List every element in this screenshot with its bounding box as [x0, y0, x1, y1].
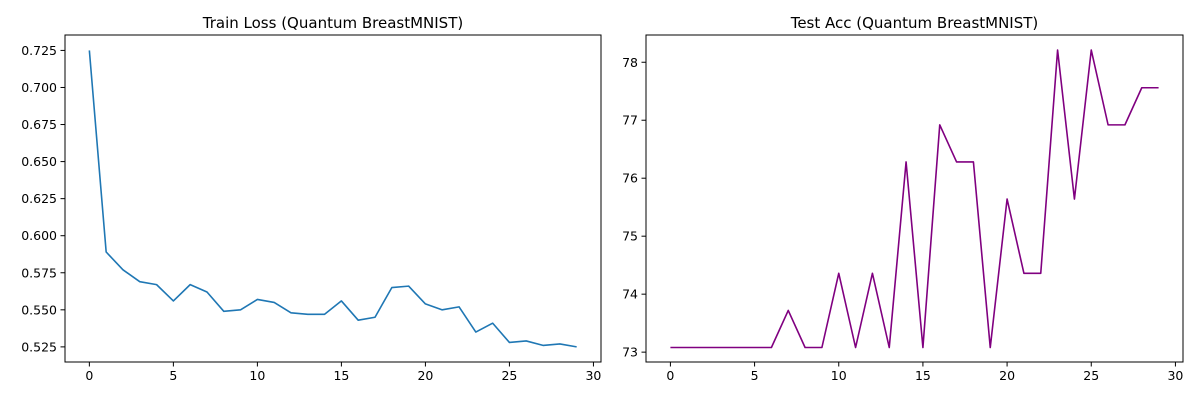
y-tick-label: 0.725 [21, 43, 57, 58]
x-tick-label: 15 [915, 368, 931, 383]
y-tick-label: 0.625 [21, 191, 57, 206]
y-tick-label: 0.675 [21, 117, 57, 132]
x-tick-label: 25 [1083, 368, 1099, 383]
x-tick-label: 25 [501, 368, 517, 383]
x-tick-label: 0 [85, 368, 93, 383]
y-tick-label: 0.600 [21, 228, 57, 243]
y-tick-label: 78 [622, 55, 638, 70]
axes-frame [64, 34, 602, 363]
y-tick-label: 77 [622, 113, 638, 128]
y-tick-label: 75 [622, 229, 638, 244]
y-tick-label: 0.525 [21, 339, 57, 354]
series-line [88, 50, 577, 348]
y-tick-label: 73 [622, 345, 638, 360]
axes-frame [645, 34, 1184, 363]
chart-title: Train Loss (Quantum BreastMNIST) [202, 14, 463, 32]
x-tick-label: 20 [999, 368, 1015, 383]
x-tick-label: 10 [831, 368, 847, 383]
y-tick-label: 0.650 [21, 154, 57, 169]
train-loss-panel: Train Loss (Quantum BreastMNIST) 0 5 10 15 2… [21, 14, 602, 383]
x-tick-label: 10 [249, 368, 265, 383]
test-acc-panel: Test Acc (Quantum BreastMNIST) 0 5 10 15 20 2… [622, 14, 1184, 383]
x-tick-label: 5 [751, 368, 759, 383]
y-tick-label: 0.575 [21, 265, 57, 280]
y-tick-label: 0.700 [21, 80, 57, 95]
series-line [670, 49, 1159, 349]
x-tick-label: 0 [666, 368, 674, 383]
y-tick-label: 74 [622, 287, 638, 302]
x-tick-label: 20 [417, 368, 433, 383]
x-tick-label: 5 [169, 368, 177, 383]
x-tick-label: 15 [333, 368, 349, 383]
y-tick-label: 76 [622, 171, 638, 186]
x-tick-label: 30 [585, 368, 601, 383]
x-tick-label: 30 [1167, 368, 1183, 383]
y-tick-label: 0.550 [21, 302, 57, 317]
chart-title: Test Acc (Quantum BreastMNIST) [790, 14, 1039, 32]
